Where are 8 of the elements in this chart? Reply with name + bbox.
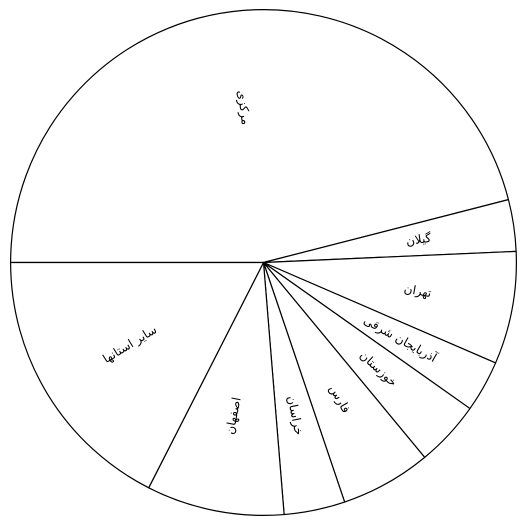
slice-label: مرکزی [234,89,253,126]
slice-label: سایر استانها [100,322,160,366]
slice-label: خراسان [284,394,306,436]
slice-label: خوزستان [357,348,400,390]
slice-label: اصفهان [222,396,244,436]
slice-label: فارس [326,382,354,416]
slice-label: تهران [402,281,433,300]
slice-label: گیلان [405,230,432,248]
